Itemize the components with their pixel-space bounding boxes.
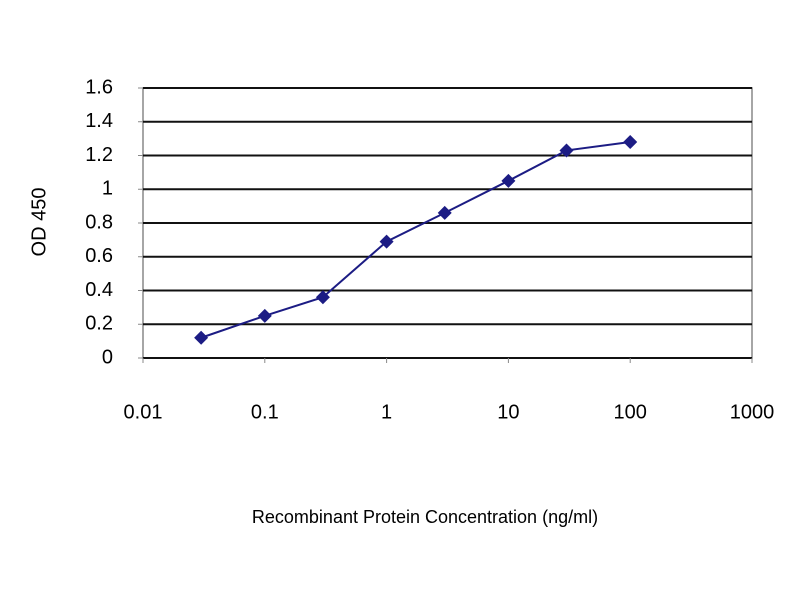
x-tick-label: 0.1 xyxy=(251,401,279,423)
x-tick-label: 1000 xyxy=(730,401,775,423)
x-tick-label: 10 xyxy=(497,401,519,423)
y-tick-label: 0.4 xyxy=(85,279,113,301)
data-point xyxy=(315,290,330,305)
data-point xyxy=(379,234,394,249)
data-point xyxy=(437,205,452,220)
x-tick-label: 0.01 xyxy=(124,401,163,423)
y-tick-label: 0.2 xyxy=(85,313,113,335)
data-point xyxy=(559,143,574,158)
y-tick-label: 1.2 xyxy=(85,144,113,166)
data-point xyxy=(194,330,209,345)
x-tick-label: 1 xyxy=(381,401,392,423)
x-tick-label: 100 xyxy=(614,401,647,423)
y-axis-label: OD 450 xyxy=(28,188,50,257)
y-tick-label: 1.6 xyxy=(85,76,113,98)
y-tick-label: 1.4 xyxy=(85,110,113,132)
y-tick-label: 0.8 xyxy=(85,211,113,233)
y-tick-label: 0.6 xyxy=(85,245,113,267)
y-tick-label: 1 xyxy=(102,178,113,200)
data-point xyxy=(257,308,272,323)
data-point xyxy=(501,173,516,188)
x-axis-label: Recombinant Protein Concentration (ng/ml… xyxy=(252,507,598,527)
y-tick-label: 0 xyxy=(102,346,113,368)
data-point xyxy=(623,135,638,149)
series-line xyxy=(200,141,631,339)
